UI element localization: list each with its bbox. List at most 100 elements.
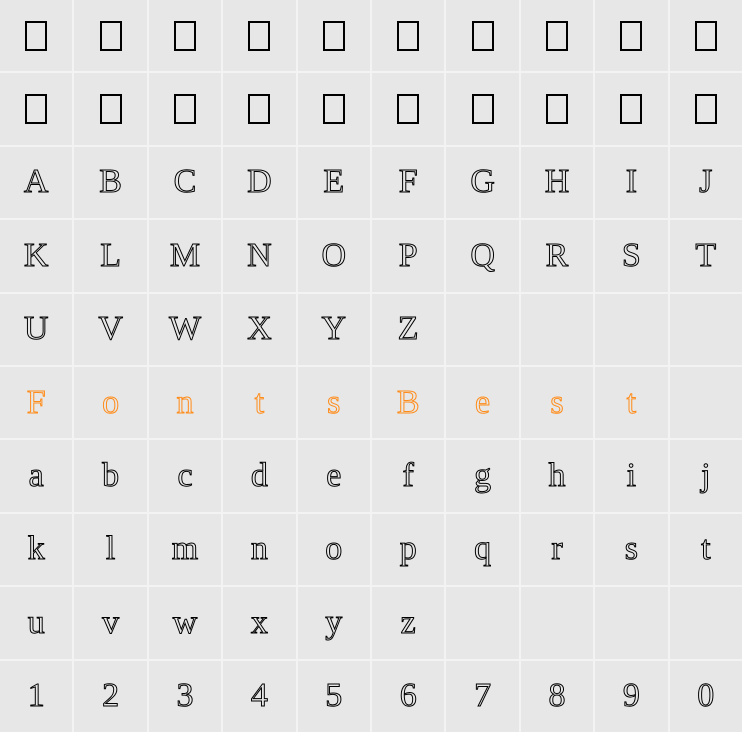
char-cell[interactable]: [0, 0, 72, 71]
char-cell[interactable]: [446, 587, 518, 658]
char-cell[interactable]: U: [0, 294, 72, 365]
char-cell[interactable]: p: [372, 514, 444, 585]
char-cell[interactable]: 6: [372, 661, 444, 732]
char-cell[interactable]: A: [0, 147, 72, 218]
char-cell[interactable]: g: [446, 440, 518, 511]
char-cell[interactable]: r: [521, 514, 593, 585]
char-cell[interactable]: t: [595, 367, 667, 438]
char-cell[interactable]: j: [670, 440, 742, 511]
char-cell[interactable]: [298, 73, 370, 144]
char-cell[interactable]: [670, 367, 742, 438]
char-cell[interactable]: q: [446, 514, 518, 585]
char-cell[interactable]: x: [223, 587, 295, 658]
char-cell[interactable]: v: [74, 587, 146, 658]
char-cell[interactable]: l: [74, 514, 146, 585]
char-cell[interactable]: [74, 0, 146, 71]
char-cell[interactable]: b: [74, 440, 146, 511]
char-cell[interactable]: E: [298, 147, 370, 218]
char-cell[interactable]: [446, 294, 518, 365]
char-cell[interactable]: 9: [595, 661, 667, 732]
char-cell[interactable]: m: [149, 514, 221, 585]
char-cell[interactable]: y: [298, 587, 370, 658]
char-cell[interactable]: R: [521, 220, 593, 291]
char-cell[interactable]: D: [223, 147, 295, 218]
char-cell[interactable]: [595, 0, 667, 71]
char-cell[interactable]: [521, 587, 593, 658]
char-cell[interactable]: X: [223, 294, 295, 365]
char-cell[interactable]: k: [0, 514, 72, 585]
char-cell[interactable]: s: [298, 367, 370, 438]
char-cell[interactable]: w: [149, 587, 221, 658]
char-cell[interactable]: [372, 73, 444, 144]
char-cell[interactable]: G: [446, 147, 518, 218]
char-cell[interactable]: [670, 587, 742, 658]
char-cell[interactable]: 7: [446, 661, 518, 732]
char-cell[interactable]: s: [521, 367, 593, 438]
char-cell[interactable]: [74, 73, 146, 144]
char-cell[interactable]: o: [298, 514, 370, 585]
char-cell[interactable]: [446, 0, 518, 71]
char-cell[interactable]: t: [670, 514, 742, 585]
char-cell[interactable]: [149, 0, 221, 71]
char-cell[interactable]: n: [223, 514, 295, 585]
char-cell[interactable]: Y: [298, 294, 370, 365]
char-cell[interactable]: P: [372, 220, 444, 291]
char-cell[interactable]: s: [595, 514, 667, 585]
char-cell[interactable]: [595, 587, 667, 658]
char-cell[interactable]: [670, 73, 742, 144]
char-cell[interactable]: C: [149, 147, 221, 218]
char-cell[interactable]: 8: [521, 661, 593, 732]
char-cell[interactable]: L: [74, 220, 146, 291]
char-cell[interactable]: B: [372, 367, 444, 438]
char-cell[interactable]: z: [372, 587, 444, 658]
char-cell[interactable]: 3: [149, 661, 221, 732]
char-cell[interactable]: [372, 0, 444, 71]
char-cell[interactable]: 5: [298, 661, 370, 732]
char-cell[interactable]: B: [74, 147, 146, 218]
char-cell[interactable]: e: [298, 440, 370, 511]
char-cell[interactable]: f: [372, 440, 444, 511]
char-cell[interactable]: [446, 73, 518, 144]
char-cell[interactable]: [670, 294, 742, 365]
char-cell[interactable]: S: [595, 220, 667, 291]
char-cell[interactable]: F: [372, 147, 444, 218]
char-cell[interactable]: e: [446, 367, 518, 438]
char-cell[interactable]: Q: [446, 220, 518, 291]
char-cell[interactable]: [298, 0, 370, 71]
char-cell[interactable]: 2: [74, 661, 146, 732]
char-cell[interactable]: M: [149, 220, 221, 291]
char-cell[interactable]: [521, 73, 593, 144]
char-cell[interactable]: i: [595, 440, 667, 511]
char-cell[interactable]: [0, 73, 72, 144]
char-cell[interactable]: d: [223, 440, 295, 511]
char-cell[interactable]: [223, 0, 295, 71]
char-cell[interactable]: W: [149, 294, 221, 365]
char-cell[interactable]: [670, 0, 742, 71]
char-cell[interactable]: 4: [223, 661, 295, 732]
char-cell[interactable]: [521, 0, 593, 71]
char-cell[interactable]: 0: [670, 661, 742, 732]
char-cell[interactable]: V: [74, 294, 146, 365]
char-cell[interactable]: a: [0, 440, 72, 511]
char-cell[interactable]: u: [0, 587, 72, 658]
char-cell[interactable]: h: [521, 440, 593, 511]
char-cell[interactable]: K: [0, 220, 72, 291]
char-cell[interactable]: [595, 294, 667, 365]
char-cell[interactable]: I: [595, 147, 667, 218]
char-cell[interactable]: o: [74, 367, 146, 438]
char-cell[interactable]: t: [223, 367, 295, 438]
char-cell[interactable]: Z: [372, 294, 444, 365]
char-cell[interactable]: n: [149, 367, 221, 438]
char-cell[interactable]: J: [670, 147, 742, 218]
char-cell[interactable]: N: [223, 220, 295, 291]
char-cell[interactable]: [223, 73, 295, 144]
char-cell[interactable]: F: [0, 367, 72, 438]
char-cell[interactable]: c: [149, 440, 221, 511]
char-cell[interactable]: T: [670, 220, 742, 291]
char-cell[interactable]: O: [298, 220, 370, 291]
char-cell[interactable]: [595, 73, 667, 144]
char-cell[interactable]: [149, 73, 221, 144]
char-cell[interactable]: [521, 294, 593, 365]
char-cell[interactable]: 1: [0, 661, 72, 732]
char-cell[interactable]: H: [521, 147, 593, 218]
